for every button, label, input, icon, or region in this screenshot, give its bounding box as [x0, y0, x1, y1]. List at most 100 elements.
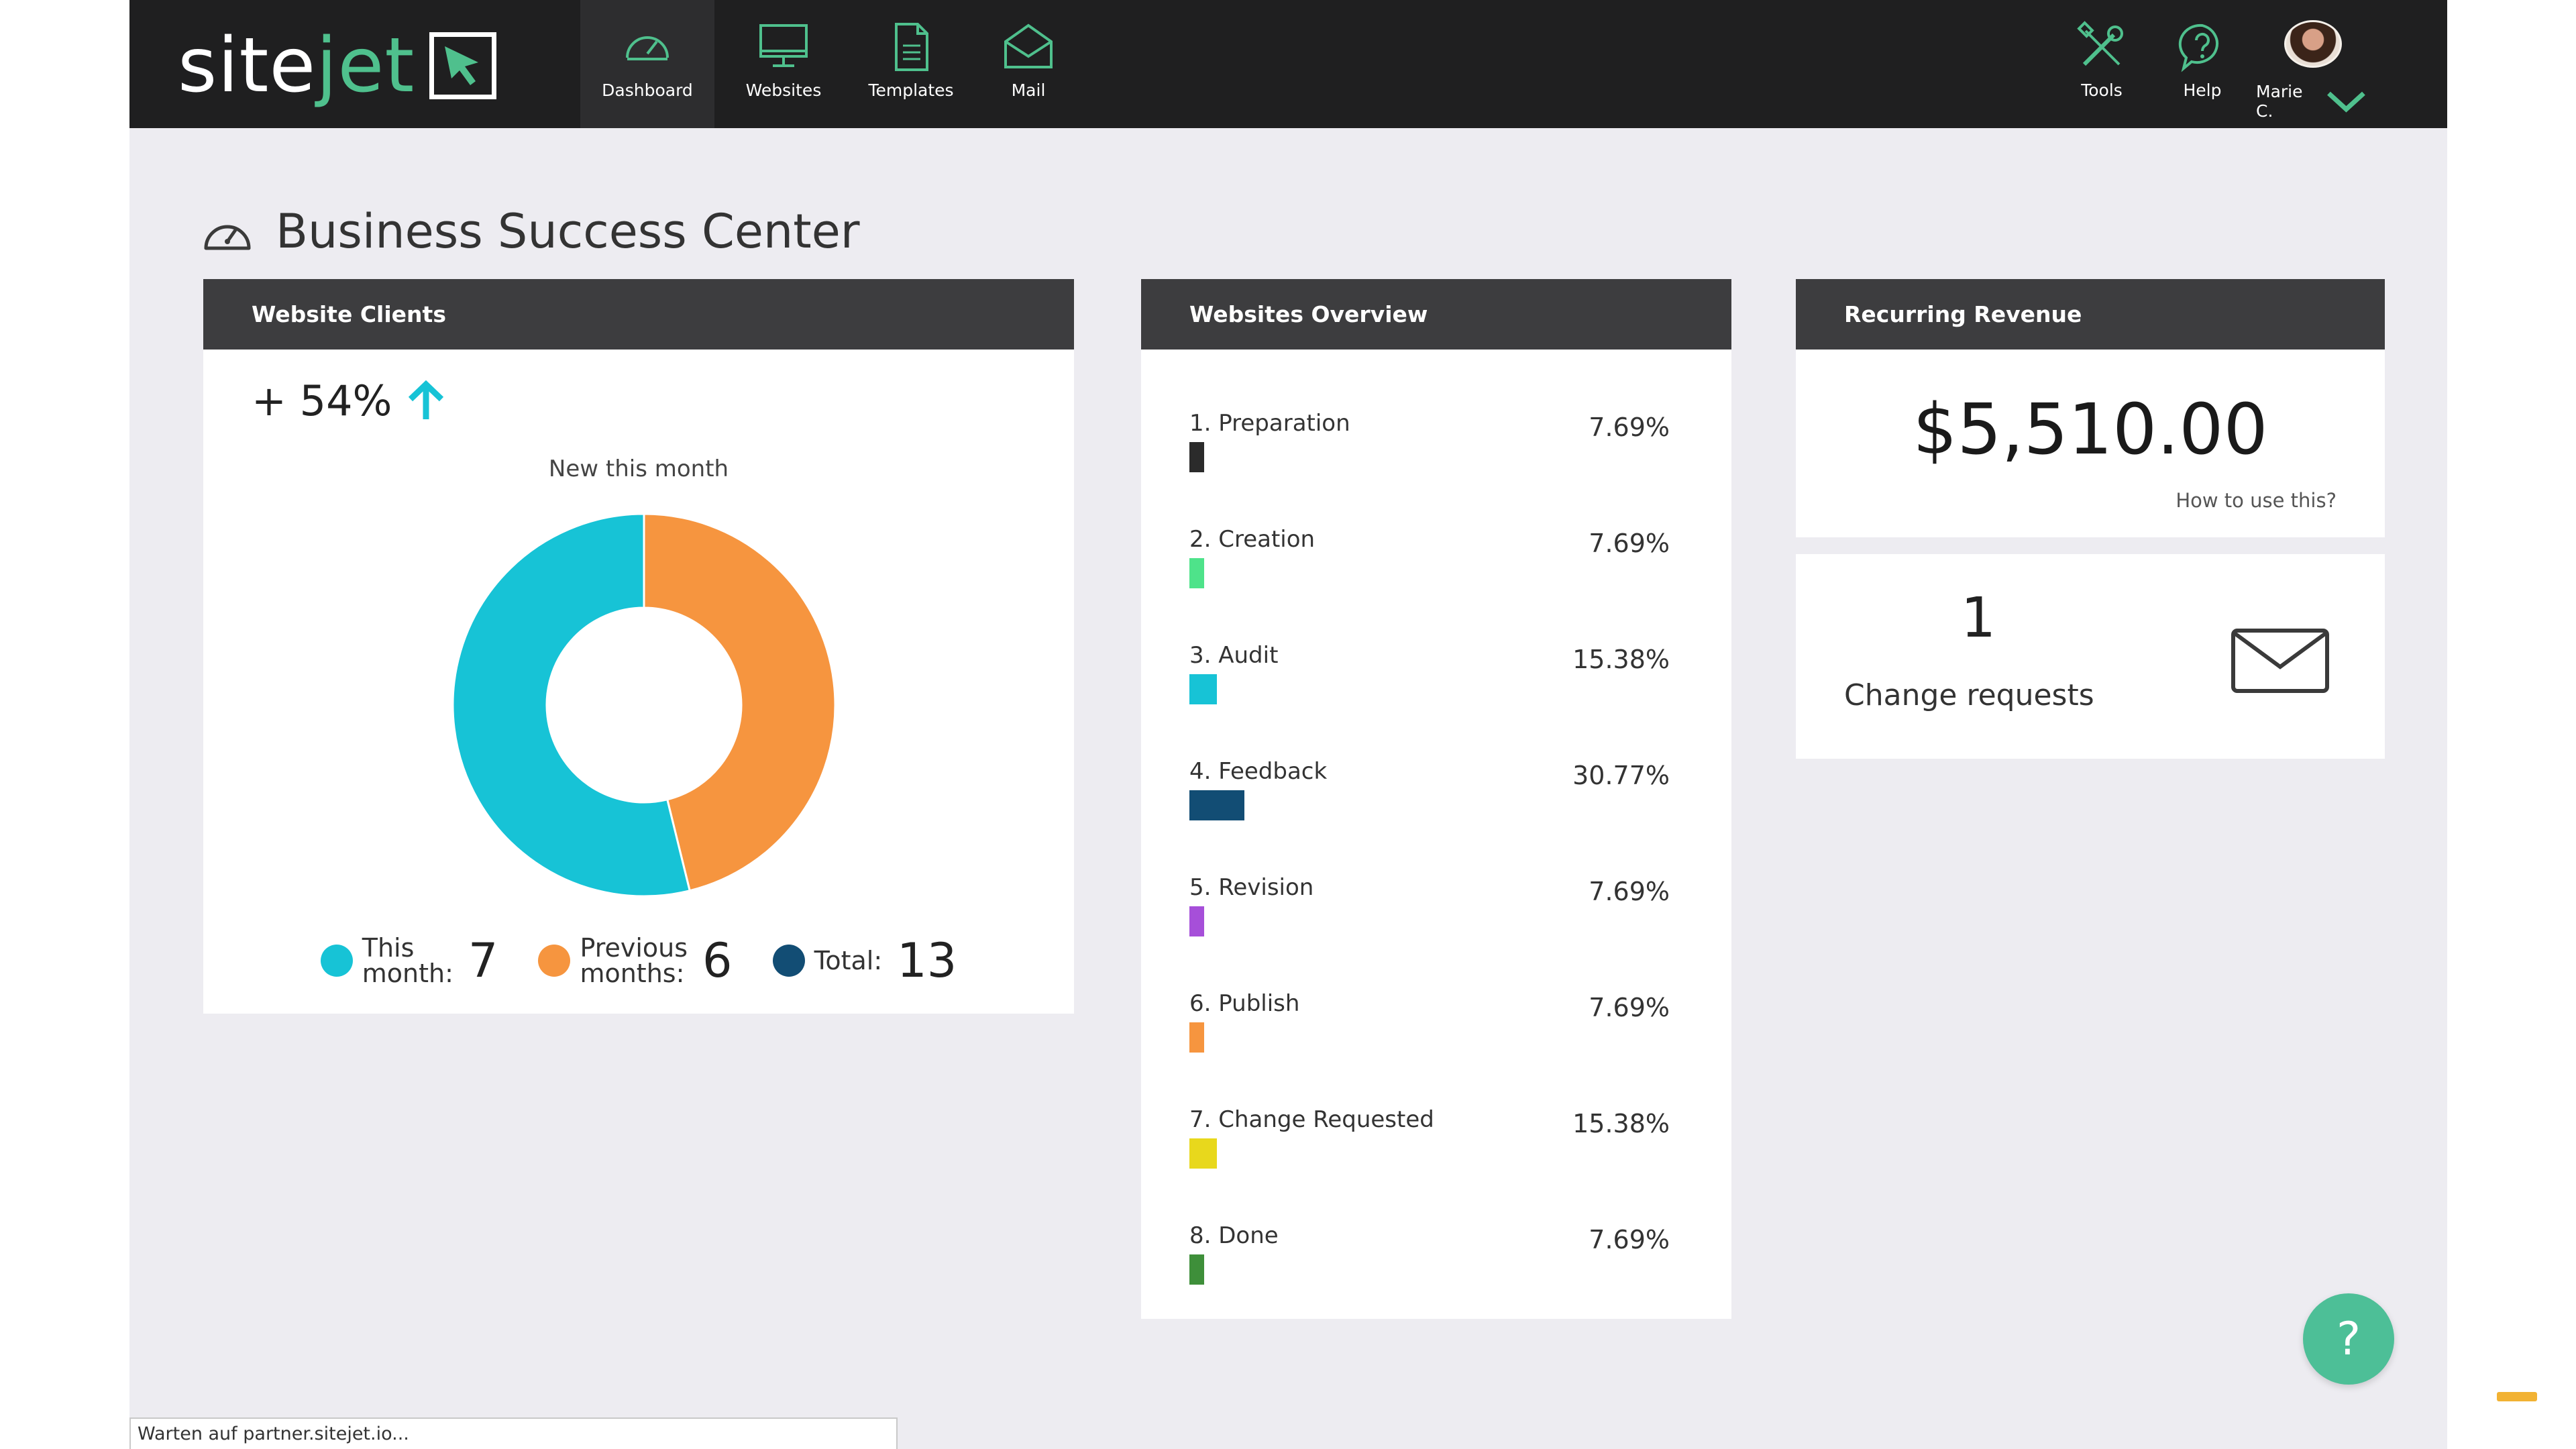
logo-cursor-icon	[429, 32, 497, 99]
nav-item-help[interactable]: Help	[2162, 0, 2243, 128]
recurring-revenue-value: $5,510.00	[1913, 388, 2268, 470]
overview-row-label: 4. Feedback	[1189, 758, 1328, 785]
legend-value-previous-months: 6	[702, 933, 733, 988]
website-clients-card-header: Website Clients	[203, 279, 1074, 350]
overview-row-label: 2. Creation	[1189, 526, 1316, 553]
change-requests-card[interactable]: 1 Change requests	[1796, 554, 2385, 759]
document-icon	[895, 23, 928, 71]
overview-row-label: 6. Publish	[1189, 990, 1300, 1017]
overview-row[interactable]: 3. Audit 15.38%	[1189, 642, 1670, 756]
legend-this-month: This month: 7	[320, 933, 498, 988]
overview-row-percent: 15.38%	[1572, 645, 1670, 674]
overview-row[interactable]: 4. Feedback 30.77%	[1189, 758, 1670, 872]
growth-value: + 54%	[252, 376, 392, 425]
legend-value-this-month: 7	[468, 933, 498, 988]
overview-row[interactable]: 6. Publish 7.69%	[1189, 990, 1670, 1104]
overview-row-bar	[1189, 1254, 1204, 1285]
change-requests-label: Change requests	[1844, 678, 2094, 712]
nav-item-websites[interactable]: Websites	[727, 0, 841, 128]
websites-overview-card: 1. Preparation 7.69% 2. Creation 7.69% 3. Au…	[1141, 350, 1731, 1319]
websites-overview-title: Websites Overview	[1189, 301, 1428, 327]
overview-row-label: 1. Preparation	[1189, 410, 1350, 437]
overview-row-percent: 30.77%	[1572, 761, 1670, 790]
overview-row-percent: 7.69%	[1589, 1225, 1670, 1254]
recurring-revenue-card-header: Recurring Revenue	[1796, 279, 2385, 350]
monitor-icon	[759, 24, 808, 67]
legend-swatch-this-month	[320, 945, 353, 977]
browser-status-bar: Warten auf partner.sitejet.io...	[129, 1417, 898, 1449]
legend-swatch-total	[772, 945, 805, 977]
recurring-revenue-title: Recurring Revenue	[1844, 301, 2082, 327]
nav-item-tools[interactable]: Tools	[2061, 0, 2142, 128]
overview-row-percent: 7.69%	[1589, 413, 1670, 442]
corner-badge	[2497, 1392, 2537, 1401]
nav-label-dashboard: Dashboard	[602, 80, 693, 100]
website-clients-title: Website Clients	[252, 301, 446, 327]
avatar	[2284, 20, 2342, 68]
overview-row-bar	[1189, 442, 1204, 472]
help-bubble-icon	[2178, 23, 2218, 72]
growth-indicator: + 54%	[252, 376, 448, 425]
help-fab-button[interactable]: ?	[2303, 1293, 2394, 1385]
user-name: Marie C.	[2256, 82, 2303, 121]
donut-slice-previous-months[interactable]	[643, 513, 837, 892]
nav-label-tools: Tools	[2081, 80, 2123, 100]
sitejet-logo[interactable]: site jet	[178, 19, 497, 113]
speedometer-icon	[626, 36, 669, 60]
overview-row-percent: 7.69%	[1589, 529, 1670, 558]
overview-row-bar	[1189, 1022, 1204, 1053]
user-name-row: Marie C.	[2256, 74, 2370, 128]
overview-row-bar	[1189, 790, 1244, 820]
nav-label-templates: Templates	[868, 80, 954, 100]
overview-row[interactable]: 7. Change Requested 15.38%	[1189, 1106, 1670, 1220]
overview-row-bar	[1189, 558, 1204, 588]
website-clients-card: + 54% New this month This month: 7 Previo…	[203, 350, 1074, 1014]
overview-row[interactable]: 5. Revision 7.69%	[1189, 874, 1670, 988]
page-title: Business Success Center	[276, 204, 860, 259]
arrow-up-icon	[409, 380, 444, 419]
legend-value-total: 13	[897, 933, 957, 988]
websites-overview-card-header: Websites Overview	[1141, 279, 1731, 350]
nav-item-mail[interactable]: Mail	[981, 0, 1075, 128]
donut-subtitle: New this month	[548, 455, 729, 482]
overview-row-bar	[1189, 906, 1204, 936]
page-title-row: Business Success Center	[202, 201, 860, 262]
envelope-icon	[2231, 629, 2329, 693]
donut-legend: This month: 7 Previous months: 6 Total: 13	[203, 933, 1074, 988]
overview-row[interactable]: 1. Preparation 7.69%	[1189, 410, 1670, 524]
nav-item-templates[interactable]: Templates	[847, 0, 975, 128]
overview-row-bar	[1189, 674, 1217, 704]
logo-text-site: site	[178, 22, 317, 109]
overview-row-percent: 15.38%	[1572, 1109, 1670, 1138]
clients-donut-chart	[451, 513, 837, 898]
envelope-open-icon	[1004, 23, 1053, 68]
overview-row-percent: 7.69%	[1589, 993, 1670, 1022]
logo-text-jet: jet	[316, 22, 415, 109]
legend-label-total: Total:	[814, 946, 883, 975]
legend-total: Total: 13	[772, 933, 957, 988]
overview-row-label: 3. Audit	[1189, 642, 1279, 669]
nav-item-dashboard[interactable]: Dashboard	[580, 0, 714, 128]
overview-row-label: 5. Revision	[1189, 874, 1314, 901]
nav-label-help: Help	[2183, 80, 2222, 100]
legend-previous-months: Previous months: 6	[538, 933, 733, 988]
legend-swatch-previous-months	[538, 945, 571, 977]
top-navigation-bar: site jet Dashboard Websites	[129, 0, 2447, 128]
legend-label-previous-months: Previous months:	[580, 933, 688, 988]
overview-row-bar	[1189, 1138, 1217, 1169]
donut-slice-this-month[interactable]	[451, 513, 692, 898]
change-requests-count: 1	[1961, 586, 1996, 650]
tools-icon	[2077, 21, 2123, 66]
nav-label-mail: Mail	[1011, 80, 1046, 100]
overview-row[interactable]: 2. Creation 7.69%	[1189, 526, 1670, 640]
user-menu[interactable]: Marie C.	[2256, 0, 2370, 128]
app-window: site jet Dashboard Websites	[129, 0, 2447, 1449]
overview-row[interactable]: 8. Done 7.69%	[1189, 1222, 1670, 1336]
how-to-use-link[interactable]: How to use this?	[2176, 489, 2337, 512]
overview-row-label: 7. Change Requested	[1189, 1106, 1434, 1133]
overview-row-label: 8. Done	[1189, 1222, 1279, 1249]
overview-row-percent: 7.69%	[1589, 877, 1670, 906]
nav-label-websites: Websites	[745, 80, 822, 100]
speedometer-icon	[204, 225, 251, 250]
chevron-down-icon	[2327, 91, 2365, 113]
